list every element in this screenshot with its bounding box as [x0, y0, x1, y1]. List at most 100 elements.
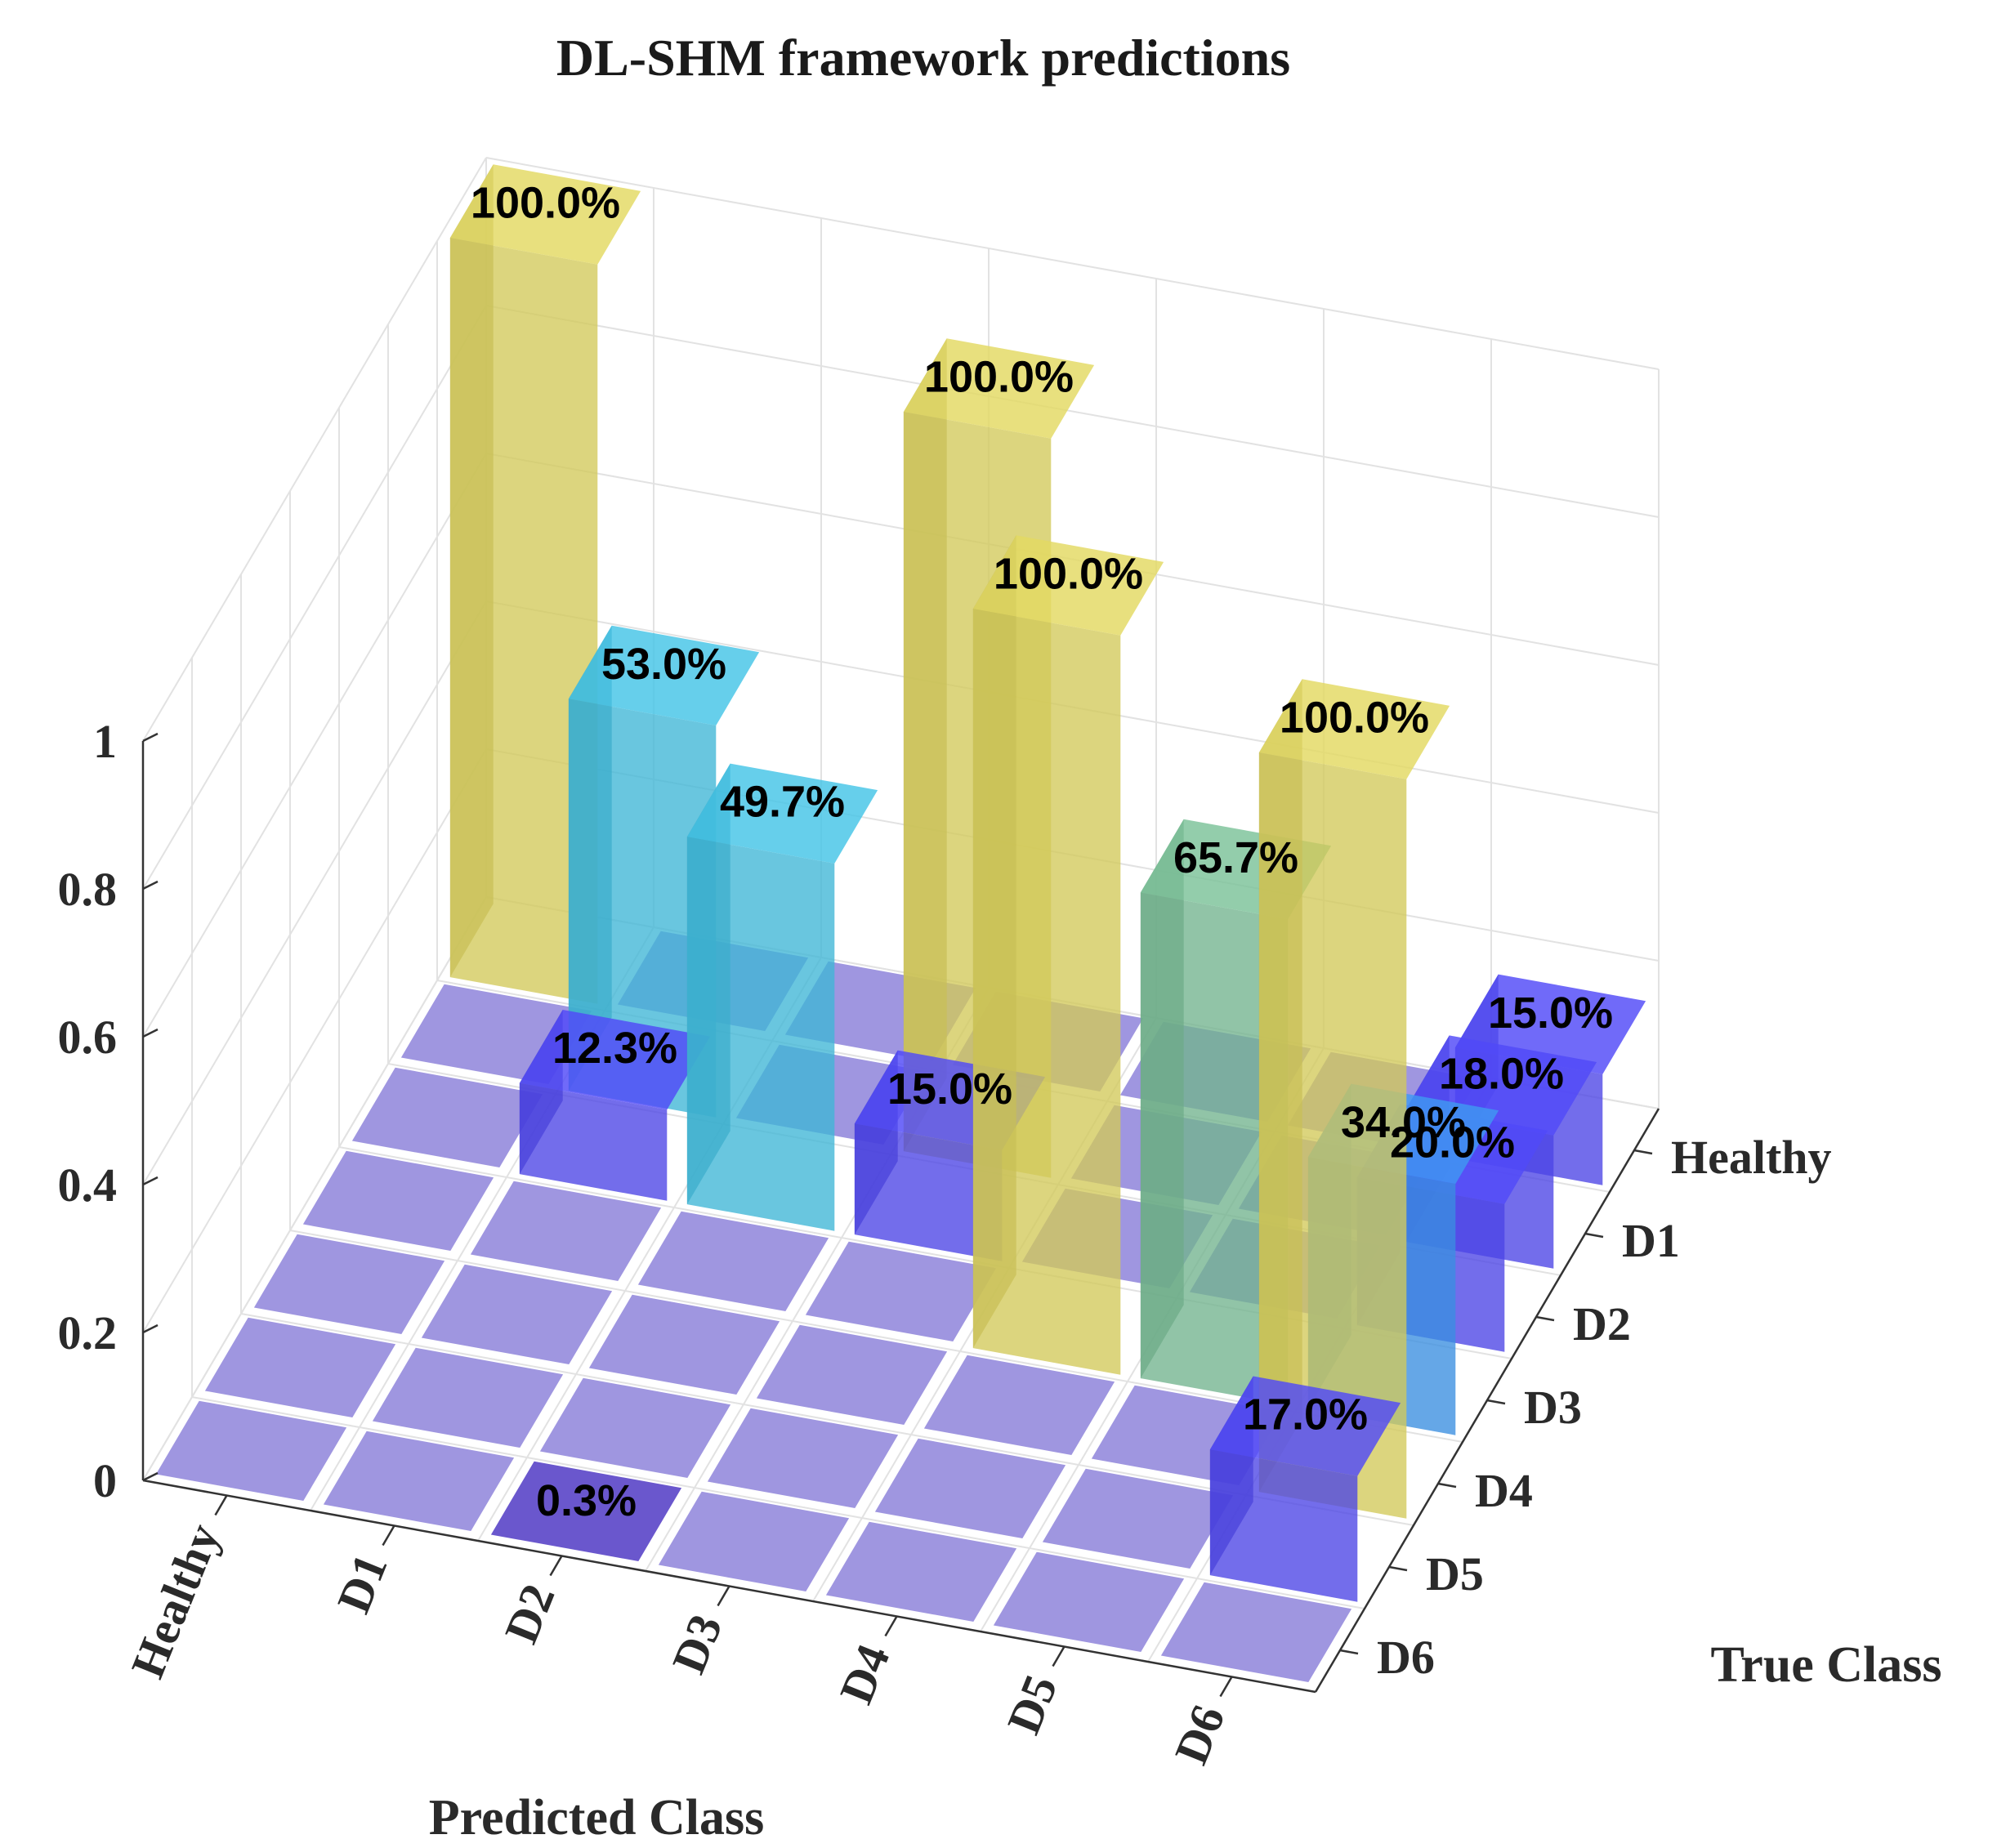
grid-line-left-z	[142, 453, 487, 1038]
floor-tile	[637, 1211, 829, 1311]
data-labels: 100.0% 53.0% 12.3% 49.7% 0.3% 100.0% 15.0% 100.…	[471, 179, 1613, 1525]
floor-tile	[805, 1241, 997, 1341]
x-tick-mark	[382, 1524, 395, 1547]
data-label-D3-D2: 15.0%	[887, 1065, 1012, 1114]
floor-tile	[204, 1317, 396, 1417]
bar-front-face	[519, 1082, 668, 1201]
z-tick-label: 0.8	[58, 863, 118, 916]
data-label-D1-D1: 53.0%	[601, 640, 726, 689]
data-label-D6-D2: 20.0%	[1390, 1118, 1515, 1167]
z-tick-mark	[142, 880, 159, 891]
data-label-D3-D1: 100.0%	[924, 353, 1074, 402]
bar-D4-D3	[972, 535, 1164, 1375]
grid-line-back-z	[485, 157, 1660, 370]
bar-top-face	[519, 1010, 711, 1110]
bar-D1-D2	[519, 1010, 711, 1201]
grid-line-left-z	[142, 305, 487, 890]
x-tick-mark	[1052, 1645, 1066, 1667]
data-label-D1-D2: 12.3%	[552, 1024, 677, 1073]
grid-line-left-z	[142, 600, 487, 1185]
floor-tile	[707, 1408, 899, 1508]
bar-front-face	[449, 238, 598, 1004]
floor-tile	[1042, 1468, 1234, 1569]
data-label-D6-D1: 18.0%	[1439, 1050, 1564, 1099]
floor-tile	[658, 1491, 850, 1591]
bar-D6-D5	[1209, 1376, 1401, 1602]
bar-top-face	[568, 625, 760, 725]
floor-tile	[874, 1438, 1066, 1538]
bar-top-face	[903, 338, 1095, 439]
bar-D1-D1	[568, 625, 760, 1118]
bar-front-face	[568, 699, 717, 1118]
x-tick-label: D2	[494, 1577, 565, 1650]
y-tick-label: D3	[1524, 1381, 1582, 1434]
bar-small-tile	[490, 1461, 682, 1561]
z-tick-mark	[142, 1471, 159, 1482]
bar-front-face	[854, 1123, 1003, 1261]
bars	[449, 164, 1646, 1602]
floor-tile	[253, 1234, 445, 1334]
data-label-D6-Healthy: 15.0%	[1488, 989, 1613, 1038]
y-tick-mark	[1437, 1482, 1457, 1489]
y-tick-label: D1	[1622, 1214, 1680, 1267]
data-label-D6-D5: 17.0%	[1243, 1390, 1368, 1440]
x-tick-mark	[549, 1555, 563, 1577]
y-tick-mark	[1339, 1649, 1359, 1655]
floor-tile	[372, 1347, 564, 1448]
y-tick-mark	[1535, 1315, 1555, 1322]
y-tick-mark	[1486, 1399, 1506, 1405]
floor-tile	[351, 1067, 543, 1167]
z-tick-label: 0.6	[58, 1011, 118, 1064]
bar-top-face	[1209, 1376, 1401, 1476]
x-tick-label: D1	[327, 1547, 398, 1620]
bar-front-face	[1258, 752, 1407, 1519]
x-tick-mark	[884, 1615, 898, 1637]
x-axis-label: Predicted Class	[429, 1790, 764, 1846]
bar-front-face	[686, 837, 835, 1231]
data-label-Healthy-Healthy: 100.0%	[471, 179, 620, 228]
bar-front-face	[1140, 892, 1289, 1405]
floor-tile	[756, 1324, 948, 1425]
bar-front-face	[972, 609, 1121, 1375]
data-label-D4-D3: 100.0%	[994, 550, 1143, 599]
y-tick-label: D5	[1426, 1547, 1484, 1600]
z-tick-label: 0	[93, 1454, 117, 1507]
z-tick-label: 1	[93, 715, 117, 768]
floor-tile	[302, 1150, 494, 1251]
floor-tile	[825, 1521, 1017, 1622]
y-tick-label: D2	[1573, 1297, 1631, 1350]
x-tick-label: D3	[662, 1607, 733, 1681]
data-label-D6-D3: 34.0%	[1341, 1098, 1466, 1147]
bar-front-face	[1209, 1449, 1358, 1602]
z-tick-mark	[142, 1176, 159, 1186]
floor-tile	[155, 1400, 347, 1501]
z-tick-mark	[142, 1324, 159, 1334]
bar-D6-D4	[1258, 679, 1450, 1519]
y-tick-label: D6	[1377, 1631, 1435, 1684]
floor-tile	[1160, 1582, 1352, 1682]
y-tick-label: Healthy	[1671, 1131, 1832, 1184]
bar-top-face	[972, 535, 1164, 636]
floor-tile	[923, 1355, 1115, 1455]
grid-line-left-z	[142, 157, 487, 742]
bar-top-face	[449, 164, 641, 265]
grid-line-floor-v	[191, 1396, 1365, 1609]
floor-tile	[470, 1181, 662, 1281]
floor-tile	[993, 1551, 1185, 1652]
bar-top-face	[686, 763, 878, 864]
y-axis-label: True Class	[1710, 1637, 1941, 1693]
floor-tile	[323, 1431, 515, 1531]
y-tick-label: D4	[1475, 1464, 1533, 1517]
floor-tile	[588, 1294, 780, 1395]
bar-D2-D2	[686, 763, 878, 1231]
y-tick-mark	[1584, 1232, 1604, 1239]
chart-title: DL-SHM framework predictions	[556, 29, 1290, 87]
y-tick-mark	[1388, 1565, 1408, 1572]
data-label-D6-D4: 100.0%	[1280, 694, 1429, 743]
z-tick-mark	[142, 1028, 159, 1038]
bar-top-face	[1258, 679, 1450, 779]
data-label-D5-D3: 65.7%	[1173, 833, 1298, 882]
z-tick-label: 0.4	[58, 1158, 118, 1212]
x-tick-label: Healthy	[121, 1516, 230, 1685]
floor-tile	[421, 1264, 613, 1364]
